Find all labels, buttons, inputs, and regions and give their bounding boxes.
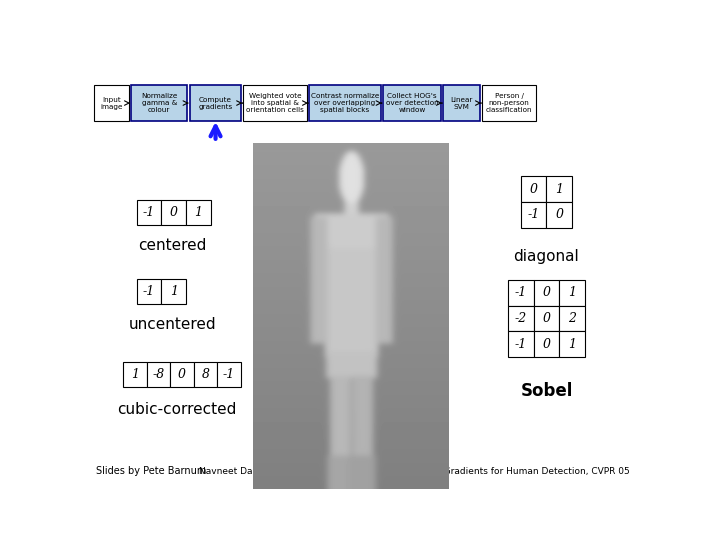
Text: Weighted vote
into spatial &
orientation cells: Weighted vote into spatial & orientation… xyxy=(246,93,304,113)
Text: 0: 0 xyxy=(542,312,551,325)
FancyBboxPatch shape xyxy=(383,85,441,122)
Bar xyxy=(546,176,572,202)
Text: -1: -1 xyxy=(528,208,540,221)
Text: 1: 1 xyxy=(194,206,202,219)
Text: -8: -8 xyxy=(153,368,165,381)
Text: 1: 1 xyxy=(568,286,576,299)
FancyBboxPatch shape xyxy=(243,85,307,122)
Text: uncentered: uncentered xyxy=(129,317,217,332)
Bar xyxy=(534,306,559,332)
FancyBboxPatch shape xyxy=(131,85,187,122)
Text: Slides by Pete Barnum: Slides by Pete Barnum xyxy=(96,467,206,476)
Text: 8: 8 xyxy=(202,368,210,381)
Bar xyxy=(559,306,585,332)
Bar xyxy=(161,279,186,305)
Bar xyxy=(161,199,186,225)
FancyBboxPatch shape xyxy=(482,85,536,122)
Text: Input
image: Input image xyxy=(100,97,122,110)
Text: -1: -1 xyxy=(143,206,156,219)
Bar xyxy=(508,332,534,357)
Text: Normalize
gamma &
colour: Normalize gamma & colour xyxy=(141,93,177,113)
Bar xyxy=(186,199,210,225)
Bar xyxy=(171,362,194,388)
Bar xyxy=(508,306,534,332)
FancyBboxPatch shape xyxy=(190,85,241,122)
Text: Sobel: Sobel xyxy=(521,382,572,400)
Text: 1: 1 xyxy=(131,368,139,381)
Text: Compute
gradients: Compute gradients xyxy=(199,97,233,110)
Text: 2: 2 xyxy=(568,312,576,325)
Text: Person /
non-person
classification: Person / non-person classification xyxy=(486,93,532,113)
Bar xyxy=(194,362,217,388)
Text: 0: 0 xyxy=(170,206,178,219)
Bar xyxy=(534,280,559,306)
Text: 0: 0 xyxy=(542,338,551,350)
Text: 0: 0 xyxy=(530,183,538,195)
Text: Collect HOG's
over detection
window: Collect HOG's over detection window xyxy=(386,93,438,113)
Text: -1: -1 xyxy=(222,368,235,381)
Bar xyxy=(137,279,161,305)
Bar xyxy=(508,280,534,306)
Bar xyxy=(137,199,161,225)
Bar xyxy=(124,362,147,388)
FancyBboxPatch shape xyxy=(94,85,128,122)
Bar xyxy=(534,332,559,357)
Text: 0: 0 xyxy=(555,208,563,221)
Bar xyxy=(217,362,240,388)
Text: -1: -1 xyxy=(143,285,156,298)
Text: 1: 1 xyxy=(170,285,178,298)
Text: -1: -1 xyxy=(515,286,527,299)
Text: Linear
SVM: Linear SVM xyxy=(451,97,473,110)
Text: 1: 1 xyxy=(555,183,563,195)
Bar xyxy=(521,202,546,228)
Bar xyxy=(147,362,171,388)
Text: 0: 0 xyxy=(542,286,551,299)
FancyBboxPatch shape xyxy=(310,85,381,122)
Text: -2: -2 xyxy=(515,312,527,325)
Bar xyxy=(521,176,546,202)
Text: 0: 0 xyxy=(178,368,186,381)
FancyBboxPatch shape xyxy=(444,85,480,122)
Text: Contrast normalize
over overlapping
spatial blocks: Contrast normalize over overlapping spat… xyxy=(311,93,379,113)
Text: -1: -1 xyxy=(515,338,527,350)
Text: diagonal: diagonal xyxy=(513,248,580,264)
Text: cubic-corrected: cubic-corrected xyxy=(117,402,236,416)
Text: centered: centered xyxy=(138,238,207,253)
Text: Navneet Dalal and Bill Triggs, Histograms of Oriented Gradients for Human Detect: Navneet Dalal and Bill Triggs, Histogram… xyxy=(199,468,629,476)
Bar xyxy=(559,332,585,357)
Bar xyxy=(559,280,585,306)
Text: 1: 1 xyxy=(568,338,576,350)
Bar xyxy=(546,202,572,228)
